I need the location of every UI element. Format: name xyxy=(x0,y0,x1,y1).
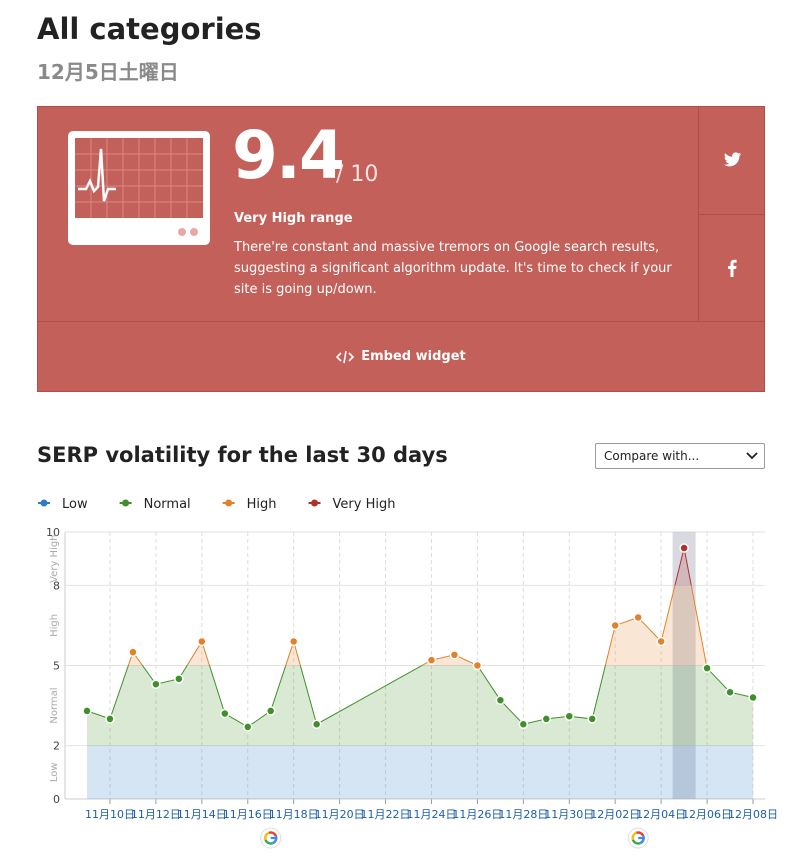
page-title: All categories xyxy=(37,12,262,46)
legend-swatch xyxy=(122,499,130,507)
point xyxy=(748,692,758,703)
point xyxy=(518,719,529,729)
x-tick-label: 11月16日 xyxy=(223,808,273,821)
level-label: High xyxy=(49,614,60,637)
x-tick-label: 12月04日 xyxy=(636,808,686,821)
x-tick-label: 12月02日 xyxy=(590,808,640,821)
line xyxy=(86,665,754,728)
y-tick-label: 2 xyxy=(53,740,60,753)
point xyxy=(197,636,207,647)
y-tick-label: 10 xyxy=(46,526,60,539)
compare-label: Compare with... xyxy=(604,449,700,463)
score: 9.4 xyxy=(232,117,345,194)
event-marker xyxy=(627,827,649,849)
point xyxy=(426,655,437,665)
twitter-button[interactable] xyxy=(723,151,743,169)
x-tick-label: 11月14日 xyxy=(177,808,227,821)
legend-swatch xyxy=(225,499,233,507)
x-tick-label: 11月24日 xyxy=(406,808,456,821)
point xyxy=(174,674,184,684)
x-tick-label: 11月30日 xyxy=(544,808,594,821)
point xyxy=(702,663,712,673)
y-tick-label: 8 xyxy=(53,579,60,592)
legend-label: Low xyxy=(62,497,88,512)
event-logo xyxy=(631,831,645,845)
event-marker xyxy=(260,827,282,849)
event-logo xyxy=(264,831,278,845)
point xyxy=(725,687,735,697)
embed-widget[interactable]: Embed widget xyxy=(38,322,764,391)
point xyxy=(633,612,643,623)
area xyxy=(87,745,753,799)
chevron xyxy=(746,452,758,460)
point xyxy=(105,714,115,724)
legend-label: High xyxy=(247,497,277,512)
y-tick-label: 0 xyxy=(53,793,60,806)
chart-title: SERP volatility for the last 30 days xyxy=(37,443,448,467)
event-logo xyxy=(264,831,278,845)
area xyxy=(128,585,707,666)
line xyxy=(127,585,708,666)
event-logo xyxy=(631,831,645,845)
point xyxy=(151,679,161,689)
x-tick-label: 11月22日 xyxy=(361,808,411,821)
area xyxy=(87,665,753,746)
compare-dropdown[interactable]: Compare with... xyxy=(595,443,765,469)
monitor-icon xyxy=(68,131,210,245)
code-icon xyxy=(336,350,355,363)
x-tick-label: 11月12日 xyxy=(131,808,181,821)
point xyxy=(495,695,506,705)
point xyxy=(564,711,575,721)
point xyxy=(679,543,689,553)
event-logo xyxy=(631,831,645,845)
point xyxy=(82,706,92,716)
highlight-column xyxy=(672,532,696,799)
level-label: Very High xyxy=(49,534,60,582)
x-tick-label: 11月10日 xyxy=(85,808,135,821)
legend-label: Very High xyxy=(333,497,396,512)
point xyxy=(472,660,483,671)
point xyxy=(656,636,666,647)
point xyxy=(610,620,620,631)
point xyxy=(541,714,552,724)
point xyxy=(265,706,276,716)
score-scale: / 10 xyxy=(336,162,379,187)
legend-swatch xyxy=(40,499,48,507)
point xyxy=(288,636,299,647)
area xyxy=(674,548,692,586)
facebook-button[interactable] xyxy=(726,259,738,277)
event-logo xyxy=(264,831,278,845)
point xyxy=(311,719,322,729)
x-tick-label: 11月18日 xyxy=(269,808,319,821)
point xyxy=(587,714,597,724)
x-tick-label: 11月20日 xyxy=(315,808,365,821)
point xyxy=(128,647,138,657)
score-card: 9.4 / 10 Very High range There're consta… xyxy=(37,106,765,392)
embed-label: Embed widget xyxy=(361,349,466,364)
point xyxy=(220,708,230,719)
x-tick-label: 11月28日 xyxy=(498,808,548,821)
legend-label: Normal xyxy=(144,497,191,512)
x-tick-label: 11月26日 xyxy=(452,808,502,821)
level-label: Normal xyxy=(49,687,60,723)
point xyxy=(243,722,253,732)
legend-swatch xyxy=(311,499,319,507)
date: 12月5日土曜日 xyxy=(37,60,179,84)
x-tick-label: 12月06日 xyxy=(682,808,732,821)
y-tick-label: 5 xyxy=(53,660,60,673)
level-label: Low xyxy=(49,762,60,782)
range: Very High range xyxy=(234,211,353,226)
x-tick-label: 12月08日 xyxy=(728,808,778,821)
point xyxy=(449,650,460,660)
description: There're constant and massive tremors on… xyxy=(234,240,672,297)
